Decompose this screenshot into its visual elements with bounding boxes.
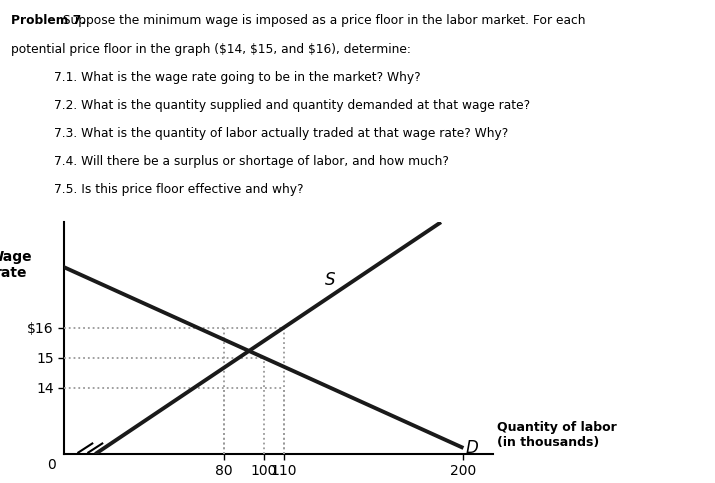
Text: Wage
rate: Wage rate (0, 250, 33, 280)
Text: 7.3. What is the quantity of labor actually traded at that wage rate? Why?: 7.3. What is the quantity of labor actua… (54, 127, 508, 140)
Text: D: D (465, 439, 478, 457)
Text: 7.4. Will there be a surplus or shortage of labor, and how much?: 7.4. Will there be a surplus or shortage… (54, 155, 448, 168)
Text: Quantity of labor
(in thousands): Quantity of labor (in thousands) (497, 421, 616, 449)
Text: 7.5. Is this price floor effective and why?: 7.5. Is this price floor effective and w… (54, 183, 303, 196)
Text: Problem 7.: Problem 7. (11, 14, 86, 28)
Text: 0: 0 (48, 457, 56, 471)
Text: 7.2. What is the quantity supplied and quantity demanded at that wage rate?: 7.2. What is the quantity supplied and q… (54, 99, 530, 112)
Text: 7.1. What is the wage rate going to be in the market? Why?: 7.1. What is the wage rate going to be i… (54, 71, 420, 84)
Text: S: S (325, 271, 335, 289)
Text: Suppose the minimum wage is imposed as a price floor in the labor market. For ea: Suppose the minimum wage is imposed as a… (59, 14, 586, 28)
Text: potential price floor in the graph ($14, $15, and $16), determine:: potential price floor in the graph ($14,… (11, 43, 410, 56)
